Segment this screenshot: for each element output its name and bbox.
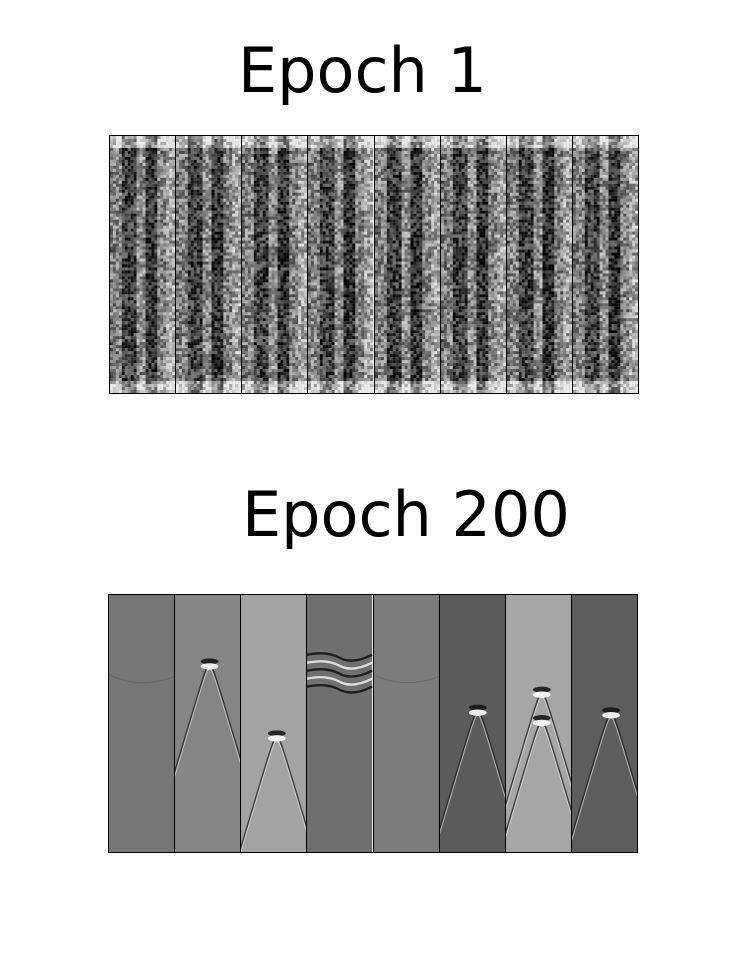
sample-image-graphic — [440, 136, 506, 393]
epoch-200-image-grid — [108, 594, 638, 853]
epoch-1-sample-image — [175, 136, 242, 393]
epoch-1-sample-image — [505, 136, 572, 393]
sample-image-graphic — [176, 136, 242, 393]
epoch-200-sample-image — [240, 595, 307, 852]
epoch-200-sample-image — [504, 595, 571, 852]
sample-image-graphic — [241, 595, 307, 852]
sample-image-graphic — [308, 136, 374, 393]
sample-image-graphic — [373, 595, 439, 852]
sample-image-graphic — [307, 595, 373, 852]
epoch-200-sample-image — [306, 595, 373, 852]
epoch-200-sample-image — [109, 595, 175, 852]
sample-image-graphic — [110, 136, 176, 393]
sample-image-graphic — [505, 595, 571, 852]
epoch-1-image-grid — [109, 135, 639, 394]
epoch-1-sample-image — [307, 136, 374, 393]
sample-image-graphic — [109, 595, 175, 852]
sample-image-graphic — [506, 136, 572, 393]
epoch-200-sample-image — [438, 595, 505, 852]
sample-image-graphic — [572, 136, 638, 393]
epoch-1-sample-image — [110, 136, 176, 393]
epoch-200-title: Epoch 200 — [242, 478, 570, 551]
epoch-200-sample-image — [372, 595, 439, 852]
sample-image-graphic — [175, 595, 241, 852]
sample-image-graphic — [242, 136, 308, 393]
sample-image-graphic — [571, 595, 637, 852]
sample-image-graphic — [439, 595, 505, 852]
epoch-1-sample-image — [241, 136, 308, 393]
epoch-1-title: Epoch 1 — [238, 34, 487, 107]
sample-image-graphic — [374, 136, 440, 393]
epoch-200-sample-image — [570, 595, 637, 852]
epoch-1-sample-image — [439, 136, 506, 393]
epoch-200-sample-image — [174, 595, 241, 852]
epoch-1-sample-image — [373, 136, 440, 393]
epoch-1-sample-image — [571, 136, 638, 393]
